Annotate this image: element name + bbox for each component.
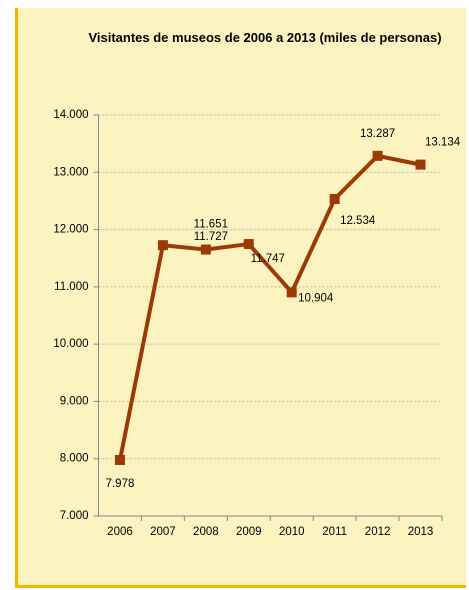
x-tick-label: 2013: [408, 526, 434, 538]
marker: [372, 150, 383, 161]
y-tick-label: 7.000: [60, 510, 89, 522]
y-tick-label: 8.000: [60, 453, 89, 465]
marker: [286, 287, 297, 298]
y-tick-label: 13.000: [53, 166, 88, 178]
data-label: 7.978: [106, 478, 135, 490]
y-tick-label: 14.000: [53, 109, 88, 121]
marker: [200, 244, 211, 255]
marker: [329, 193, 340, 204]
x-tick-label: 2010: [279, 526, 305, 538]
x-tick-label: 2012: [365, 526, 391, 538]
chart-panel: [15, 8, 466, 588]
x-tick-label: 2007: [150, 526, 176, 538]
y-tick-label: 9.000: [60, 395, 89, 407]
data-label: 12.534: [340, 215, 376, 227]
y-tick-label: 10.000: [53, 338, 88, 350]
x-tick-label: 2011: [322, 526, 347, 538]
data-label: 11.747: [251, 253, 285, 265]
marker: [243, 239, 254, 250]
data-label: 10.904: [298, 292, 334, 304]
data-label: 11.651: [194, 219, 228, 231]
x-tick-label: 2008: [193, 526, 219, 538]
marker: [114, 454, 125, 465]
y-tick-label: 11.000: [54, 281, 88, 293]
marker: [415, 159, 426, 170]
data-label: 13.287: [360, 128, 395, 140]
x-tick-label: 2006: [107, 526, 133, 538]
data-label: 11.727: [194, 231, 228, 243]
marker: [157, 240, 168, 251]
x-tick-label: 2009: [236, 526, 262, 538]
y-tick-label: 12.000: [53, 224, 88, 236]
data-label: 13.134: [425, 137, 461, 149]
chart-title: Visitantes de museos de 2006 a 2013 (mil…: [88, 30, 442, 45]
data-line: [118, 153, 421, 461]
